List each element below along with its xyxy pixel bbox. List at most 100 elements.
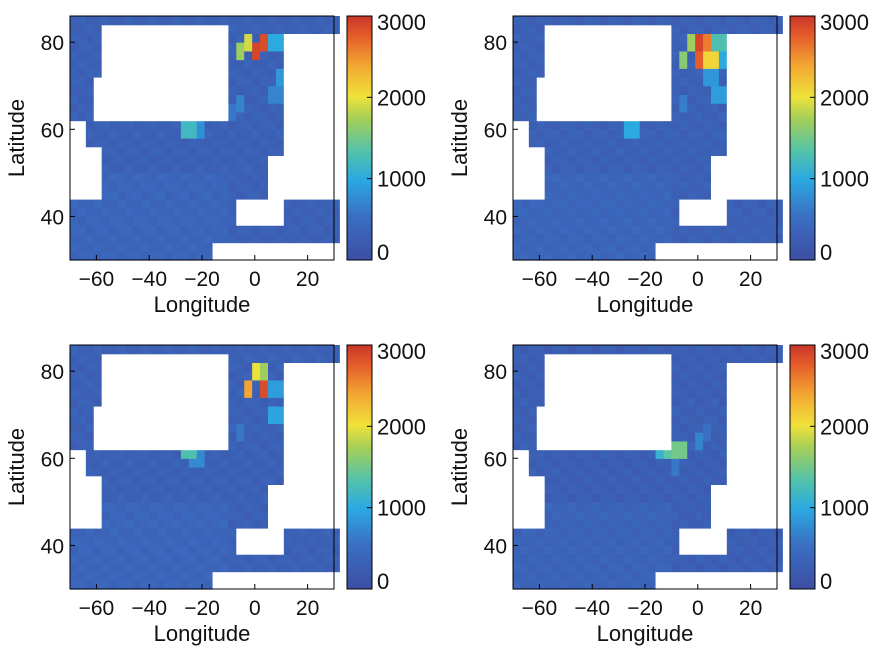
heatmap-cell	[734, 353, 744, 364]
heatmap-cell	[726, 155, 736, 165]
heatmap-cell	[228, 528, 237, 538]
heatmap-cell	[592, 484, 601, 494]
heatmap-cell	[291, 388, 301, 398]
heatmap-cell	[109, 345, 119, 355]
heatmap-cell	[742, 475, 752, 486]
heatmap-cell	[141, 164, 150, 174]
heatmap-cell	[196, 190, 206, 200]
heatmap-cell	[663, 406, 672, 416]
heatmap-cell	[750, 24, 760, 35]
heatmap-cell	[615, 242, 625, 252]
heatmap-cell	[172, 172, 182, 183]
panel-top-right: −60 −40 −20 0 20406080LongitudeLatitude01000…	[447, 10, 869, 317]
heatmap-cell	[576, 216, 585, 226]
heatmap-cell	[133, 190, 142, 200]
heatmap-cell	[165, 528, 174, 538]
heatmap-cell	[671, 397, 680, 407]
heatmap-cell	[283, 379, 293, 390]
heatmap-cell	[631, 50, 641, 61]
heatmap-cell	[513, 138, 522, 148]
heatmap-cell	[592, 519, 601, 529]
heatmap-cell	[584, 42, 593, 52]
heatmap-cell	[93, 353, 103, 364]
heatmap-cell	[228, 181, 237, 191]
heatmap-cell	[70, 554, 79, 564]
heatmap-cell	[307, 545, 317, 555]
heatmap-cell	[726, 458, 736, 468]
heatmap-cell	[141, 172, 150, 183]
heatmap-cell	[774, 510, 783, 520]
heatmap-cell	[711, 164, 720, 174]
heatmap-cell	[252, 59, 261, 69]
heatmap-cell	[133, 59, 142, 69]
heatmap-cell	[758, 554, 768, 564]
heatmap-cell	[718, 50, 728, 61]
heatmap-cell	[260, 449, 269, 459]
heatmap-cell	[291, 371, 301, 381]
heatmap-cell	[592, 233, 601, 244]
heatmap-cell	[165, 493, 174, 503]
heatmap-cell	[592, 85, 601, 96]
heatmap-cell	[133, 388, 142, 398]
heatmap-cell	[244, 59, 253, 69]
heatmap-cell	[291, 50, 301, 61]
heatmap-cell	[671, 50, 680, 61]
heatmap-cell	[236, 207, 245, 218]
heatmap-cell	[228, 554, 237, 564]
heatmap-cell	[711, 379, 720, 390]
heatmap-cell	[188, 554, 198, 564]
heatmap-cell	[244, 50, 253, 61]
heatmap-cell	[172, 571, 182, 581]
heatmap-cell	[560, 484, 570, 494]
heatmap-cell	[584, 33, 593, 43]
heatmap-cell	[204, 449, 214, 459]
heatmap-cell	[758, 59, 768, 69]
heatmap-cell	[291, 449, 301, 459]
heatmap-cell	[85, 345, 95, 355]
heatmap-cell	[315, 353, 325, 364]
heatmap-cell	[631, 155, 641, 165]
y-tick-label: 80	[41, 32, 64, 55]
heatmap-cell	[560, 528, 570, 538]
heatmap-cell	[734, 190, 744, 200]
heatmap-cell	[639, 571, 649, 581]
heatmap-cell	[275, 216, 285, 226]
heatmap-cell	[600, 138, 609, 148]
heatmap-cell	[299, 562, 309, 573]
heatmap-cell	[101, 85, 111, 96]
heatmap-cell	[307, 510, 317, 520]
heatmap-cell	[608, 164, 617, 174]
heatmap-cell	[568, 164, 577, 174]
heatmap-cell	[568, 216, 577, 226]
heatmap-cell	[671, 493, 680, 503]
heatmap-cell	[647, 449, 657, 459]
x-axis-label: Longitude	[597, 292, 694, 317]
heatmap-cell	[85, 458, 95, 468]
heatmap-cell	[125, 528, 134, 538]
heatmap-cell	[252, 233, 261, 244]
heatmap-cell	[228, 458, 237, 468]
heatmap-cell	[85, 440, 95, 451]
heatmap-cell	[236, 379, 245, 390]
heatmap-cell	[220, 528, 229, 538]
heatmap-cell	[615, 475, 625, 486]
heatmap-cell	[671, 85, 680, 96]
heatmap-cell	[117, 467, 127, 477]
heatmap-cell	[608, 138, 617, 148]
heatmap-cell	[774, 59, 783, 69]
heatmap-cell	[323, 16, 332, 26]
heatmap-cell	[268, 251, 277, 261]
heatmap-cell	[299, 138, 309, 148]
heatmap-cell	[600, 554, 609, 564]
heatmap-cell	[315, 345, 325, 355]
heatmap-cell	[268, 242, 277, 252]
heatmap-cell	[228, 120, 237, 130]
heatmap-cell	[149, 397, 158, 407]
heatmap-cell	[679, 580, 688, 590]
heatmap-cell	[608, 94, 617, 104]
heatmap-cell	[655, 138, 665, 148]
heatmap-cell	[109, 77, 119, 87]
heatmap-cell	[180, 379, 190, 390]
heatmap-cell	[260, 164, 269, 174]
colorbar-gradient	[346, 344, 373, 590]
